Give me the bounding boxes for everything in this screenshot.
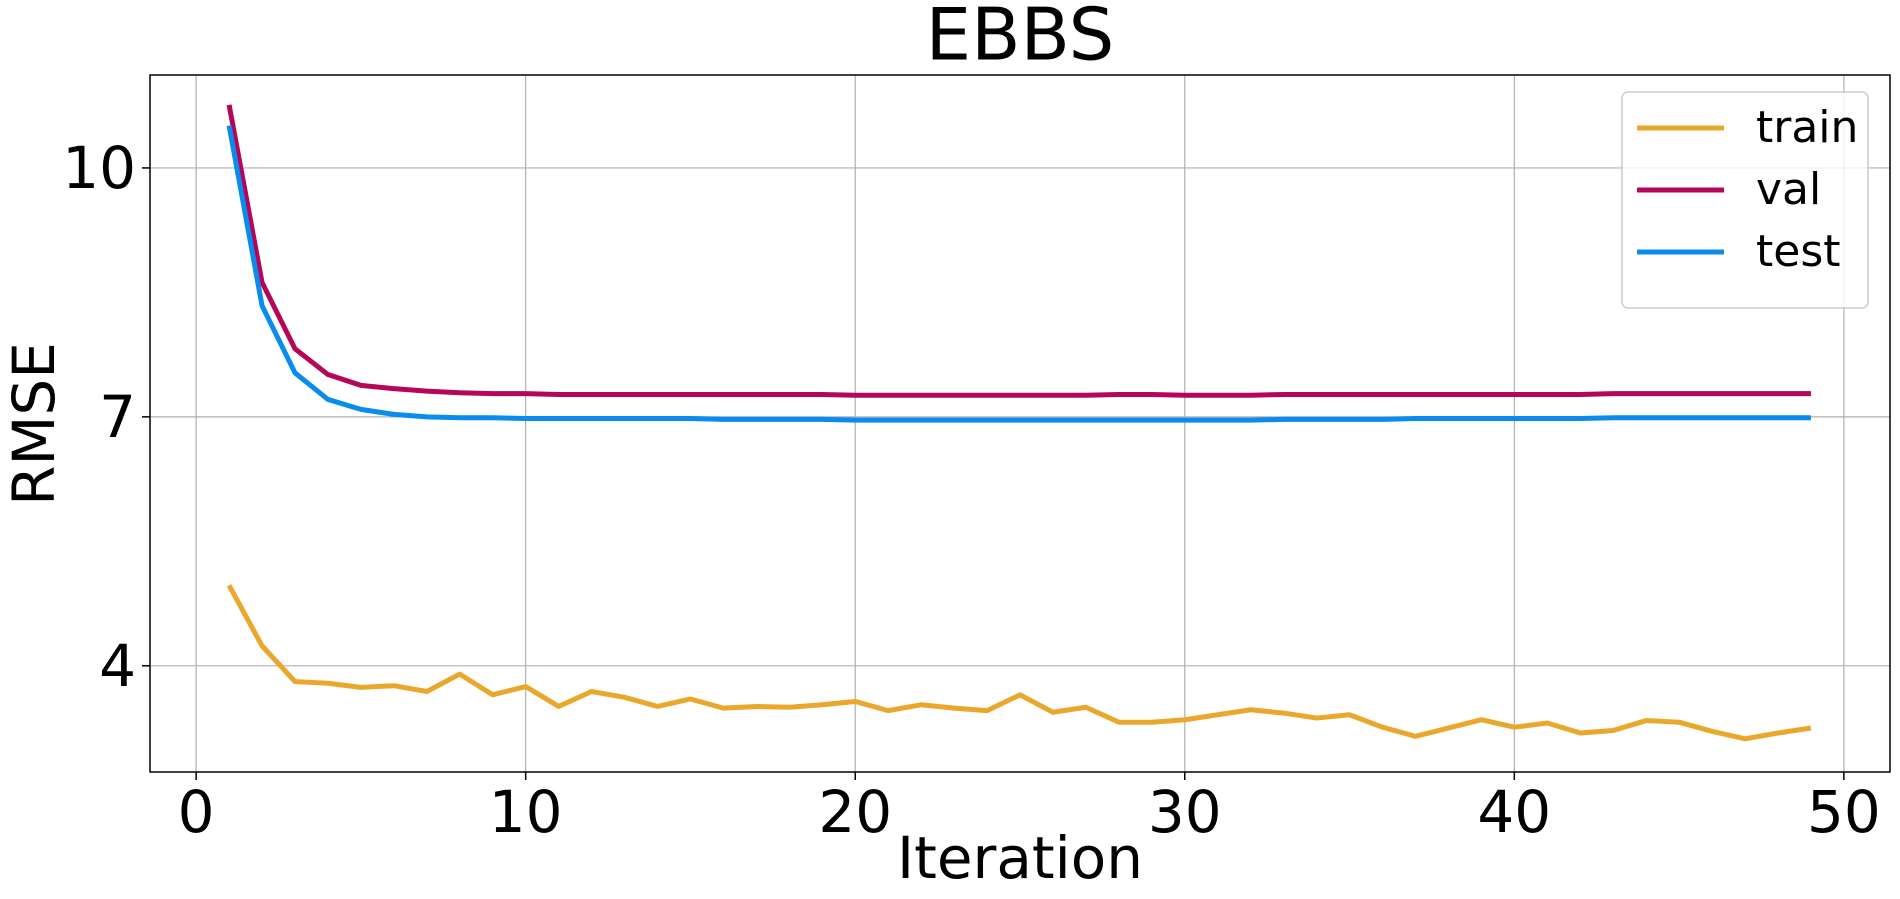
legend-label: val <box>1756 164 1821 215</box>
data-line <box>226 125 1811 423</box>
y-tick-label: 4 <box>99 632 136 700</box>
y-tick-label: 10 <box>62 134 136 202</box>
data-line <box>226 584 1812 742</box>
legend-label: test <box>1756 226 1841 277</box>
plot-frame <box>149 74 1891 773</box>
x-tick-label: 50 <box>1807 778 1881 846</box>
x-tick-label: 10 <box>489 778 563 846</box>
data-line <box>226 104 1811 398</box>
x-tick-label: 20 <box>818 778 892 846</box>
x-tick-label: 30 <box>1148 778 1222 846</box>
chart-title: EBBS <box>926 0 1115 77</box>
y-tick-label: 7 <box>99 383 136 451</box>
x-tick-label: 0 <box>178 778 215 846</box>
x-tick-label: 40 <box>1477 778 1551 846</box>
x-axis-label: Iteration <box>897 824 1143 892</box>
legend-label: train <box>1756 102 1858 153</box>
y-axis-label: RMSE <box>0 342 68 506</box>
